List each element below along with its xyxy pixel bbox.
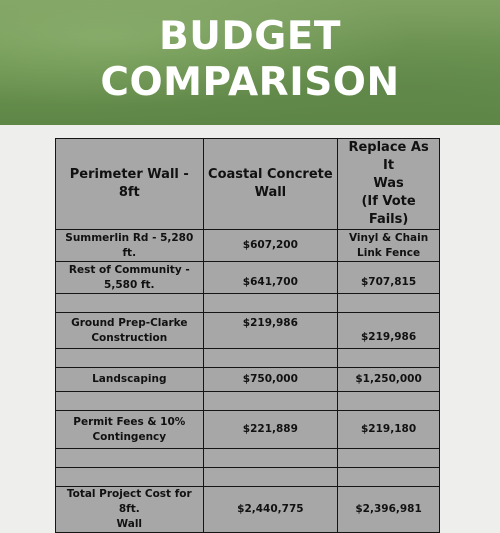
row-label-line: Ground Prep-Clarke	[71, 316, 188, 329]
empty-cell	[55, 467, 204, 487]
row-label: Summerlin Rd - 5,280 ft.	[55, 229, 204, 262]
replace-cost: $1,250,000	[337, 367, 440, 392]
title-line-2: COMPARISON	[100, 60, 400, 105]
row-label: Permit Fees & 10% Contingency	[55, 410, 204, 449]
row-label-line: Summerlin Rd - 5,280 ft.	[65, 231, 194, 259]
empty-cell	[55, 293, 204, 313]
empty-cell	[202, 348, 339, 368]
empty-cell	[202, 293, 339, 313]
spacer-row	[55, 293, 440, 313]
row-label-line: Wall	[116, 518, 143, 530]
empty-cell	[337, 391, 440, 411]
row-label-line: Landscaping	[92, 373, 167, 385]
spacer-row	[55, 348, 440, 368]
replace-cost-line: Link Fence	[357, 246, 421, 259]
empty-cell	[202, 467, 339, 487]
budget-table-container: Perimeter Wall - 8ft Coastal Concrete Wa…	[55, 138, 440, 533]
header-coastal-line-1: Coastal Concrete	[208, 167, 333, 182]
row-label-line: Contingency	[92, 430, 167, 443]
row-label: Total Project Cost for 8ft. Wall	[55, 486, 204, 533]
replace-cost: Vinyl & Chain Link Fence	[337, 229, 440, 262]
budget-comparison-table: Perimeter Wall - 8ft Coastal Concrete Wa…	[55, 138, 440, 533]
header-replace-as-it-was: Replace As It Was (If Vote Fails)	[337, 138, 440, 230]
header-perimeter-wall-label: Perimeter Wall - 8ft	[69, 167, 189, 200]
coastal-cost: $607,200	[202, 229, 339, 262]
row-label-line: Construction	[91, 331, 168, 344]
replace-cost: $707,815	[337, 261, 440, 294]
coastal-cost: $750,000	[202, 367, 339, 392]
row-label: Landscaping	[55, 367, 204, 392]
total-row: Total Project Cost for 8ft. Wall $2,440,…	[55, 486, 440, 533]
replace-cost-line: Vinyl & Chain	[348, 231, 429, 244]
empty-cell	[202, 391, 339, 411]
table-row: Rest of Community - 5,580 ft. $641,700 $…	[55, 261, 440, 294]
table-header-row: Perimeter Wall - 8ft Coastal Concrete Wa…	[55, 138, 440, 230]
header-replace-line-3: (If Vote Fails)	[361, 194, 416, 227]
spacer-row	[55, 467, 440, 487]
header-perimeter-wall: Perimeter Wall - 8ft	[55, 138, 204, 230]
replace-cost: $219,986	[337, 312, 440, 349]
table-row: Landscaping $750,000 $1,250,000	[55, 367, 440, 392]
header-replace-line-2: Was	[373, 176, 404, 191]
coastal-total: $2,440,775	[202, 486, 339, 533]
replace-cost: $219,180	[337, 410, 440, 449]
row-label-line: Total Project Cost for 8ft.	[66, 488, 192, 515]
title-banner: BUDGET COMPARISON	[0, 0, 500, 125]
empty-cell	[55, 348, 204, 368]
row-label-line: Rest of Community -	[68, 263, 190, 276]
header-coastal-line-2: Wall	[254, 185, 287, 200]
empty-cell	[337, 348, 440, 368]
spacer-row	[55, 448, 440, 468]
table-row: Permit Fees & 10% Contingency $221,889 $…	[55, 410, 440, 449]
empty-cell	[55, 391, 204, 411]
row-label: Rest of Community - 5,580 ft.	[55, 261, 204, 294]
spacer-row	[55, 391, 440, 411]
row-label-line: 5,580 ft.	[104, 278, 155, 291]
replace-total: $2,396,981	[337, 486, 440, 533]
title-line-1: BUDGET	[158, 14, 342, 59]
coastal-cost: $219,986	[202, 312, 339, 349]
empty-cell	[55, 448, 204, 468]
empty-cell	[337, 448, 440, 468]
table-row: Summerlin Rd - 5,280 ft. $607,200 Vinyl …	[55, 229, 440, 262]
empty-cell	[202, 448, 339, 468]
empty-cell	[337, 293, 440, 313]
coastal-cost: $641,700	[202, 261, 339, 294]
empty-cell	[337, 467, 440, 487]
coastal-cost: $221,889	[202, 410, 339, 449]
table-row: Ground Prep-Clarke Construction $219,986…	[55, 312, 440, 349]
row-label: Ground Prep-Clarke Construction	[55, 312, 204, 349]
page-title: BUDGET COMPARISON	[0, 14, 500, 106]
header-replace-line-1: Replace As It	[348, 140, 429, 173]
row-label-line: Permit Fees & 10%	[73, 415, 186, 428]
header-coastal-concrete: Coastal Concrete Wall	[202, 138, 339, 230]
